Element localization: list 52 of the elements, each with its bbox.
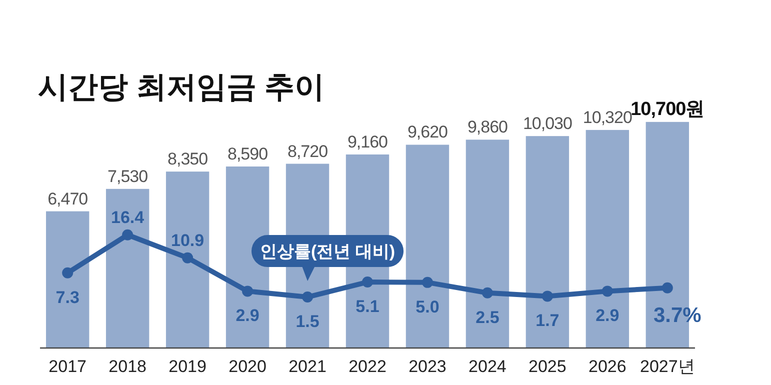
point [542,290,553,302]
data-label: 8,590 [228,144,268,164]
point [422,276,433,288]
data-label: 10,030 [522,114,572,134]
data-label: 8,720 [287,142,328,161]
data-label: 8,350 [168,150,208,169]
data-label: 2.9 [236,306,260,326]
data-label: 6,470 [48,189,88,208]
data-label: 2.9 [596,306,620,326]
point [662,282,673,294]
x-tick-label: 2023 [408,357,446,376]
x-tick-label: 2024 [468,357,506,376]
data-label: 9,860 [467,118,508,137]
bar [466,140,510,348]
point [482,287,493,298]
x-tick-label: 2022 [348,357,386,376]
data-label: 5.0 [416,297,440,316]
bar [406,144,450,348]
x-tick-label: 2018 [108,357,146,376]
point [602,286,613,297]
data-label: 10,700원 [630,98,704,120]
data-label: 1.5 [296,312,320,332]
point [242,286,254,297]
x-tick-label: 2027년 [640,357,695,376]
data-label: 16.4 [111,208,145,227]
data-label: 1.7 [536,311,560,330]
point [122,229,134,240]
bar [106,188,150,348]
x-tick-label: 2017 [48,357,87,376]
chart-title: 시간당 최저임금 추이 [38,71,325,104]
point [302,292,314,303]
data-label: 10,320 [582,108,632,127]
point [182,252,194,264]
point [362,276,373,288]
data-label: 5.1 [356,297,380,316]
bar [526,136,570,348]
x-tick-label: 2019 [168,357,206,376]
x-tick-label: 2025 [528,357,566,376]
bar [586,130,630,348]
bar [166,172,210,348]
x-tick-label: 2021 [288,357,326,376]
x-tick-label: 2020 [228,357,266,376]
data-label: 9,620 [407,122,448,142]
data-label: 9,160 [347,132,388,152]
data-label: 7.3 [56,288,80,307]
series-label: 인상률(전년 대비) [260,242,396,262]
bar [46,211,90,348]
data-label: 7,530 [108,166,148,186]
point [62,267,74,278]
data-label: 10.9 [171,230,204,250]
data-label: 2.5 [476,308,500,327]
x-tick-label: 2026 [588,357,626,376]
